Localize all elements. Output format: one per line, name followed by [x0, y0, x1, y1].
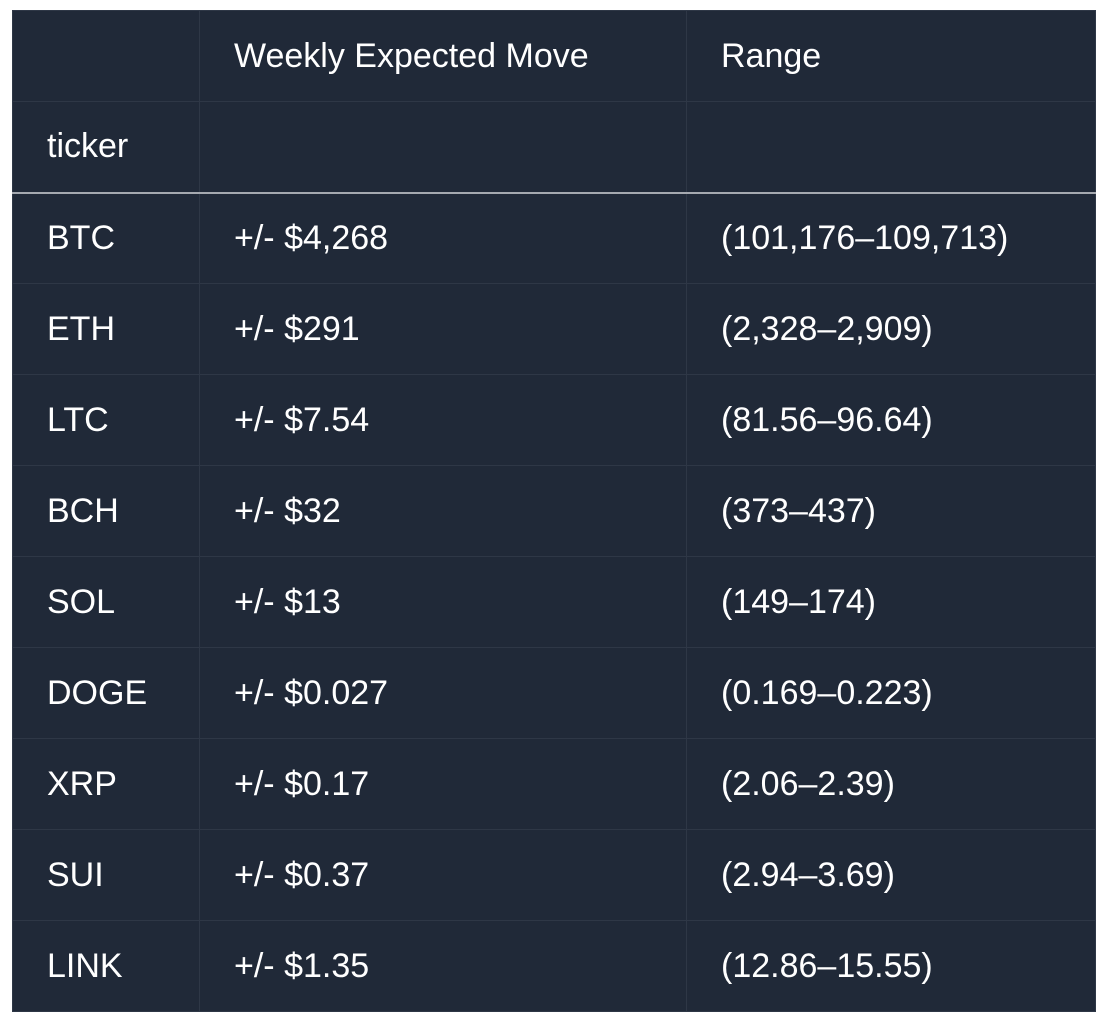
expected-move-table: Weekly Expected Move Range ticker BTC +/-… [12, 10, 1096, 1012]
expected-move-cell: +/- $0.027 [199, 647, 687, 739]
ticker-cell: SOL [12, 556, 200, 648]
column-header-row: Weekly Expected Move Range [12, 10, 1096, 102]
index-header-row: ticker [12, 101, 1096, 194]
ticker-cell: LTC [12, 374, 200, 466]
range-cell: (81.56–96.64) [686, 374, 1096, 466]
ticker-cell: BTC [12, 192, 200, 284]
ticker-cell: DOGE [12, 647, 200, 739]
range-cell: (2.06–2.39) [686, 738, 1096, 830]
table-row: BCH +/- $32 (373–437) [12, 465, 1096, 557]
index-header-empty [199, 101, 687, 194]
table-row: DOGE +/- $0.027 (0.169–0.223) [12, 647, 1096, 739]
table-row: SOL +/- $13 (149–174) [12, 556, 1096, 648]
expected-move-cell: +/- $32 [199, 465, 687, 557]
range-cell: (2.94–3.69) [686, 829, 1096, 921]
ticker-cell: SUI [12, 829, 200, 921]
range-cell: (101,176–109,713) [686, 192, 1096, 284]
table-row: LINK +/- $1.35 (12.86–15.55) [12, 920, 1096, 1012]
index-header-ticker: ticker [12, 101, 200, 194]
column-header-weekly-expected-move: Weekly Expected Move [199, 10, 687, 102]
index-header-empty [686, 101, 1096, 194]
expected-move-cell: +/- $7.54 [199, 374, 687, 466]
ticker-cell: LINK [12, 920, 200, 1012]
range-cell: (2,328–2,909) [686, 283, 1096, 375]
range-cell: (12.86–15.55) [686, 920, 1096, 1012]
table-row: ETH +/- $291 (2,328–2,909) [12, 283, 1096, 375]
column-header-range: Range [686, 10, 1096, 102]
table-row: BTC +/- $4,268 (101,176–109,713) [12, 192, 1096, 284]
expected-move-cell: +/- $0.17 [199, 738, 687, 830]
range-cell: (149–174) [686, 556, 1096, 648]
range-cell: (0.169–0.223) [686, 647, 1096, 739]
table-row: SUI +/- $0.37 (2.94–3.69) [12, 829, 1096, 921]
expected-move-cell: +/- $13 [199, 556, 687, 648]
ticker-cell: BCH [12, 465, 200, 557]
expected-move-cell: +/- $4,268 [199, 192, 687, 284]
expected-move-cell: +/- $0.37 [199, 829, 687, 921]
column-header-blank [12, 10, 200, 102]
expected-move-cell: +/- $291 [199, 283, 687, 375]
ticker-cell: ETH [12, 283, 200, 375]
table-row: LTC +/- $7.54 (81.56–96.64) [12, 374, 1096, 466]
ticker-cell: XRP [12, 738, 200, 830]
table-row: XRP +/- $0.17 (2.06–2.39) [12, 738, 1096, 830]
range-cell: (373–437) [686, 465, 1096, 557]
expected-move-cell: +/- $1.35 [199, 920, 687, 1012]
